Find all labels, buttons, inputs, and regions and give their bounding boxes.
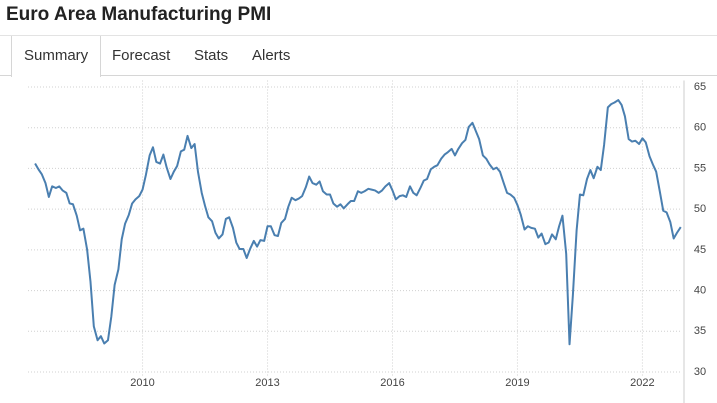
x-tick-label: 2013: [255, 377, 279, 389]
y-tick-label: 60: [694, 122, 706, 134]
tab[interactable]: Summary: [11, 36, 102, 77]
y-tick-label: 45: [694, 244, 706, 256]
tab[interactable]: Stats: [194, 47, 229, 64]
y-tick-label: 65: [694, 81, 706, 93]
data-line: [34, 99, 682, 346]
y-tick-label: 30: [694, 366, 706, 378]
x-tick-label: 2010: [130, 377, 154, 389]
tab-bar: Summary Forecast Stats Alerts: [0, 35, 717, 77]
x-tick-label: 2019: [505, 377, 529, 389]
y-tick-label: 50: [694, 203, 706, 215]
y-tick-label: 40: [694, 284, 706, 296]
tab[interactable]: Alerts: [252, 47, 291, 64]
page-title: Euro Area Manufacturing PMI: [6, 4, 272, 25]
tab[interactable]: Forecast: [112, 47, 171, 64]
y-tick-label: 55: [694, 162, 706, 174]
y-tick-label: 35: [694, 325, 706, 337]
x-tick-label: 2016: [380, 377, 404, 389]
x-tick-label: 2022: [630, 377, 654, 389]
